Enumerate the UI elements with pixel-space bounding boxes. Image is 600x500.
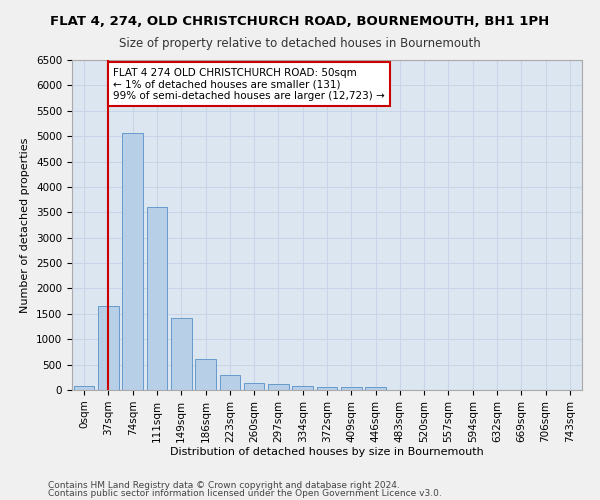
- Bar: [98, 306, 119, 390]
- Text: Contains public sector information licensed under the Open Government Licence v3: Contains public sector information licen…: [48, 489, 442, 498]
- Bar: [341, 387, 362, 390]
- Y-axis label: Number of detached properties: Number of detached properties: [20, 138, 31, 312]
- Bar: [268, 384, 289, 390]
- X-axis label: Distribution of detached houses by size in Bournemouth: Distribution of detached houses by size …: [170, 448, 484, 458]
- Bar: [220, 376, 240, 390]
- Bar: [292, 386, 313, 390]
- Text: Size of property relative to detached houses in Bournemouth: Size of property relative to detached ho…: [119, 38, 481, 51]
- Bar: [171, 318, 191, 390]
- Bar: [365, 388, 386, 390]
- Bar: [195, 358, 216, 390]
- Text: FLAT 4, 274, OLD CHRISTCHURCH ROAD, BOURNEMOUTH, BH1 1PH: FLAT 4, 274, OLD CHRISTCHURCH ROAD, BOUR…: [50, 15, 550, 28]
- Text: Contains HM Land Registry data © Crown copyright and database right 2024.: Contains HM Land Registry data © Crown c…: [48, 480, 400, 490]
- Bar: [122, 133, 143, 390]
- Text: FLAT 4 274 OLD CHRISTCHURCH ROAD: 50sqm
← 1% of detached houses are smaller (131: FLAT 4 274 OLD CHRISTCHURCH ROAD: 50sqm …: [113, 68, 385, 101]
- Bar: [244, 382, 265, 390]
- Bar: [317, 386, 337, 390]
- Bar: [146, 207, 167, 390]
- Bar: [74, 386, 94, 390]
